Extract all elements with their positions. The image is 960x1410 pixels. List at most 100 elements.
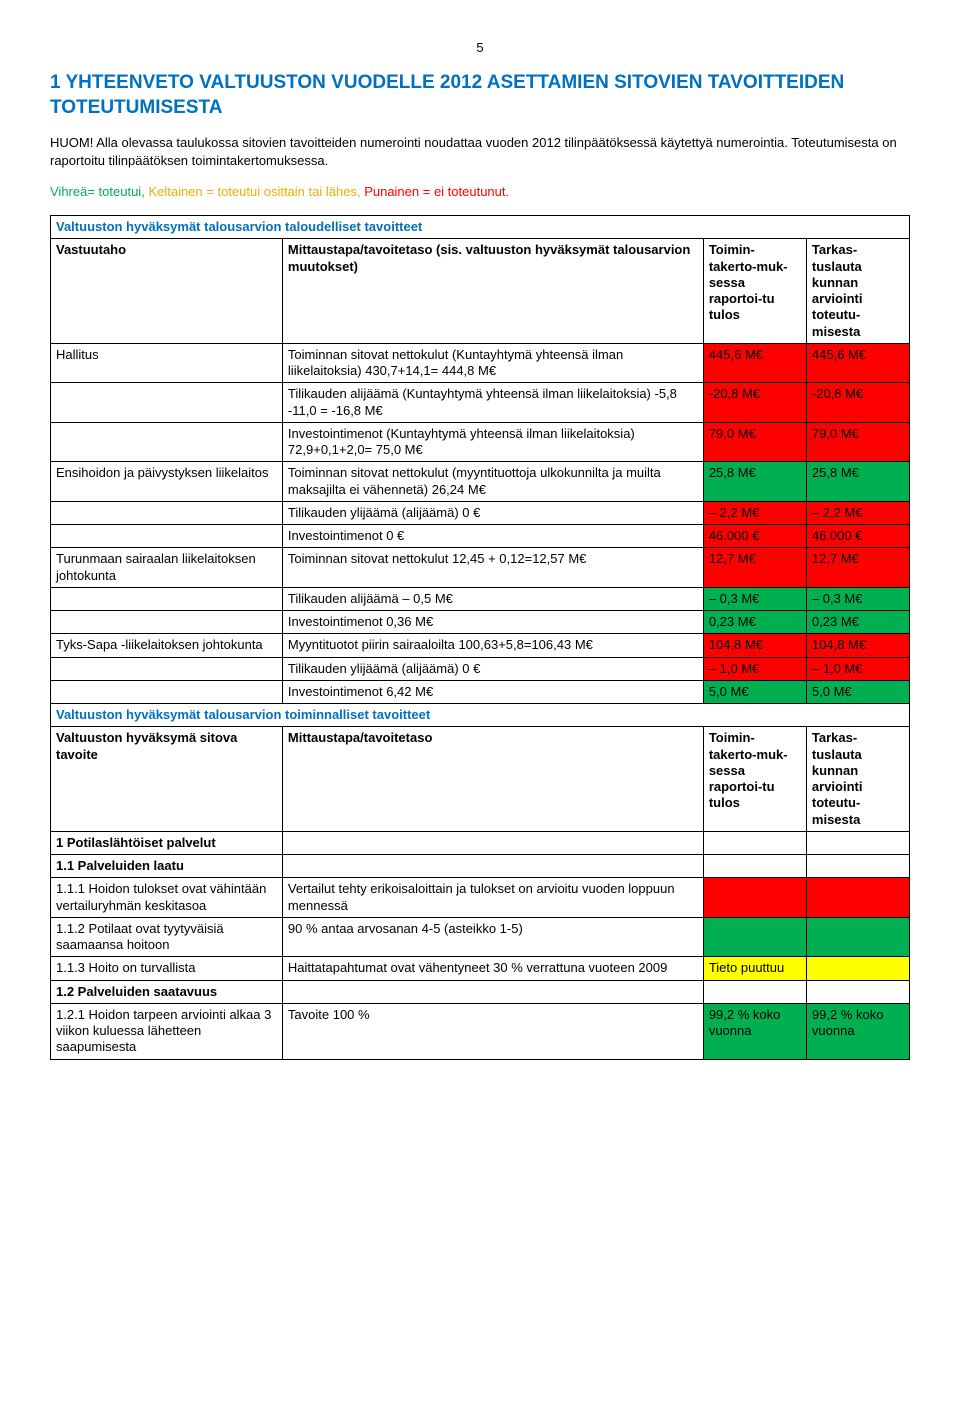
col-header: Toimin-takerto-muk-sessa raportoi-tu tul… <box>703 727 806 832</box>
page-number: 5 <box>50 40 910 55</box>
section-header-cell: Valtuuston hyväksymät talousarvion talou… <box>51 216 910 239</box>
measure-cell: 90 % antaa arvosanan 4-5 (asteikko 1-5) <box>282 917 703 957</box>
result-cell: 104,8 M€ <box>703 634 806 657</box>
row-label <box>51 383 283 423</box>
legend-yellow: Keltainen = toteutui osittain tai lähes, <box>148 184 360 199</box>
intro-paragraph: HUOM! Alla olevassa taulukossa sitovien … <box>50 134 910 169</box>
table-row: Investointimenot (Kuntayhtymä yhteensä i… <box>51 422 910 462</box>
table-row: 1 Potilaslähtöiset palvelut <box>51 831 910 854</box>
section-header-cell: Valtuuston hyväksymät talousarvion toimi… <box>51 704 910 727</box>
measure-cell: Investointimenot 0,36 M€ <box>282 611 703 634</box>
row-label: 1.1 Palveluiden laatu <box>51 855 283 878</box>
row-label: Ensihoidon ja päivystyksen liikelaitos <box>51 462 283 502</box>
assessment-cell: 104,8 M€ <box>806 634 909 657</box>
measure-cell: Tilikauden ylijäämä (alijäämä) 0 € <box>282 501 703 524</box>
result-cell: – 2,2 M€ <box>703 501 806 524</box>
row-label: 1.2.1 Hoidon tarpeen arviointi alkaa 3 v… <box>51 1003 283 1059</box>
assessment-cell: – 1,0 M€ <box>806 657 909 680</box>
result-cell: 445,6 M€ <box>703 343 806 383</box>
table-row: 1.1.2 Potilaat ovat tyytyväisiä saamaans… <box>51 917 910 957</box>
table-row: Tilikauden alijäämä – 0,5 M€– 0,3 M€– 0,… <box>51 587 910 610</box>
assessment-cell: 12,7 M€ <box>806 548 909 588</box>
row-label <box>51 657 283 680</box>
row-label <box>51 587 283 610</box>
result-cell: 5,0 M€ <box>703 680 806 703</box>
empty-cell <box>806 831 909 854</box>
assessment-cell <box>806 917 909 957</box>
row-label: Hallitus <box>51 343 283 383</box>
table-row: HallitusToiminnan sitovat nettokulut (Ku… <box>51 343 910 383</box>
row-label: 1 Potilaslähtöiset palvelut <box>51 831 283 854</box>
row-label <box>51 611 283 634</box>
table-row: Investointimenot 0 €46.000 €46.000 € <box>51 525 910 548</box>
result-cell: 79,0 M€ <box>703 422 806 462</box>
measure-cell: Tilikauden alijäämä – 0,5 M€ <box>282 587 703 610</box>
col-header: Valtuuston hyväksymä sitova tavoite <box>51 727 283 832</box>
empty-cell <box>703 855 806 878</box>
empty-cell <box>282 831 703 854</box>
measure-cell: Tavoite 100 % <box>282 1003 703 1059</box>
measure-cell: Investointimenot (Kuntayhtymä yhteensä i… <box>282 422 703 462</box>
empty-cell <box>703 831 806 854</box>
assessment-cell: – 0,3 M€ <box>806 587 909 610</box>
assessment-cell: -20,8 M€ <box>806 383 909 423</box>
table-row: Investointimenot 6,42 M€5,0 M€5,0 M€ <box>51 680 910 703</box>
table-row: 1.2 Palveluiden saatavuus <box>51 980 910 1003</box>
row-label: 1.2 Palveluiden saatavuus <box>51 980 283 1003</box>
measure-cell: Toiminnan sitovat nettokulut (myyntituot… <box>282 462 703 502</box>
assessment-cell <box>806 957 909 980</box>
table-row: 1.1.3 Hoito on turvallistaHaittatapahtum… <box>51 957 910 980</box>
row-label: 1.1.1 Hoidon tulokset ovat vähintään ver… <box>51 878 283 918</box>
assessment-cell: 445,6 M€ <box>806 343 909 383</box>
empty-cell <box>282 980 703 1003</box>
result-cell: 46.000 € <box>703 525 806 548</box>
assessment-cell: 5,0 M€ <box>806 680 909 703</box>
row-label <box>51 422 283 462</box>
empty-cell <box>282 855 703 878</box>
measure-cell: Haittatapahtumat ovat vähentyneet 30 % v… <box>282 957 703 980</box>
result-cell <box>703 878 806 918</box>
assessment-cell: 99,2 % koko vuonna <box>806 1003 909 1059</box>
table-row: 1.1.1 Hoidon tulokset ovat vähintään ver… <box>51 878 910 918</box>
color-legend: Vihreä= toteutui, Keltainen = toteutui o… <box>50 183 910 201</box>
measure-cell: Investointimenot 0 € <box>282 525 703 548</box>
row-label <box>51 680 283 703</box>
measure-cell: Toiminnan sitovat nettokulut (Kuntayhtym… <box>282 343 703 383</box>
result-cell: – 1,0 M€ <box>703 657 806 680</box>
empty-cell <box>806 855 909 878</box>
section-header-row: Valtuuston hyväksymät talousarvion talou… <box>51 216 910 239</box>
result-cell: – 0,3 M€ <box>703 587 806 610</box>
result-cell: -20,8 M€ <box>703 383 806 423</box>
empty-cell <box>703 980 806 1003</box>
row-label: 1.1.3 Hoito on turvallista <box>51 957 283 980</box>
goals-table: Valtuuston hyväksymät talousarvion talou… <box>50 215 910 1060</box>
table-row: 1.2.1 Hoidon tarpeen arviointi alkaa 3 v… <box>51 1003 910 1059</box>
page-title: 1 YHTEENVETO VALTUUSTON VUODELLE 2012 AS… <box>50 71 910 120</box>
col-header: Vastuutaho <box>51 239 283 344</box>
result-cell: 0,23 M€ <box>703 611 806 634</box>
assessment-cell: 25,8 M€ <box>806 462 909 502</box>
table-row: 1.1 Palveluiden laatu <box>51 855 910 878</box>
row-label <box>51 501 283 524</box>
legend-red: Punainen = ei toteutunut. <box>364 184 509 199</box>
measure-cell: Tilikauden ylijäämä (alijäämä) 0 € <box>282 657 703 680</box>
section-header-row: Valtuuston hyväksymät talousarvion toimi… <box>51 704 910 727</box>
column-header-row: VastuutahoMittaustapa/tavoitetaso (sis. … <box>51 239 910 344</box>
table-row: Tilikauden ylijäämä (alijäämä) 0 €– 1,0 … <box>51 657 910 680</box>
measure-cell: Tilikauden alijäämä (Kuntayhtymä yhteens… <box>282 383 703 423</box>
table-row: Tyks-Sapa -liikelaitoksen johtokuntaMyyn… <box>51 634 910 657</box>
row-label: Tyks-Sapa -liikelaitoksen johtokunta <box>51 634 283 657</box>
result-cell: 25,8 M€ <box>703 462 806 502</box>
table-row: Investointimenot 0,36 M€0,23 M€0,23 M€ <box>51 611 910 634</box>
table-row: Turunmaan sairaalan liikelaitoksen johto… <box>51 548 910 588</box>
measure-cell: Investointimenot 6,42 M€ <box>282 680 703 703</box>
col-header: Tarkas-tuslauta kunnan arviointi toteutu… <box>806 239 909 344</box>
measure-cell: Toiminnan sitovat nettokulut 12,45 + 0,1… <box>282 548 703 588</box>
column-header-row: Valtuuston hyväksymä sitova tavoiteMitta… <box>51 727 910 832</box>
measure-cell: Myyntituotot piirin sairaaloilta 100,63+… <box>282 634 703 657</box>
result-cell: 12,7 M€ <box>703 548 806 588</box>
col-header: Mittaustapa/tavoitetaso (sis. valtuuston… <box>282 239 703 344</box>
result-cell: Tieto puuttuu <box>703 957 806 980</box>
table-row: Tilikauden ylijäämä (alijäämä) 0 €– 2,2 … <box>51 501 910 524</box>
legend-green: Vihreä= toteutui, <box>50 184 145 199</box>
